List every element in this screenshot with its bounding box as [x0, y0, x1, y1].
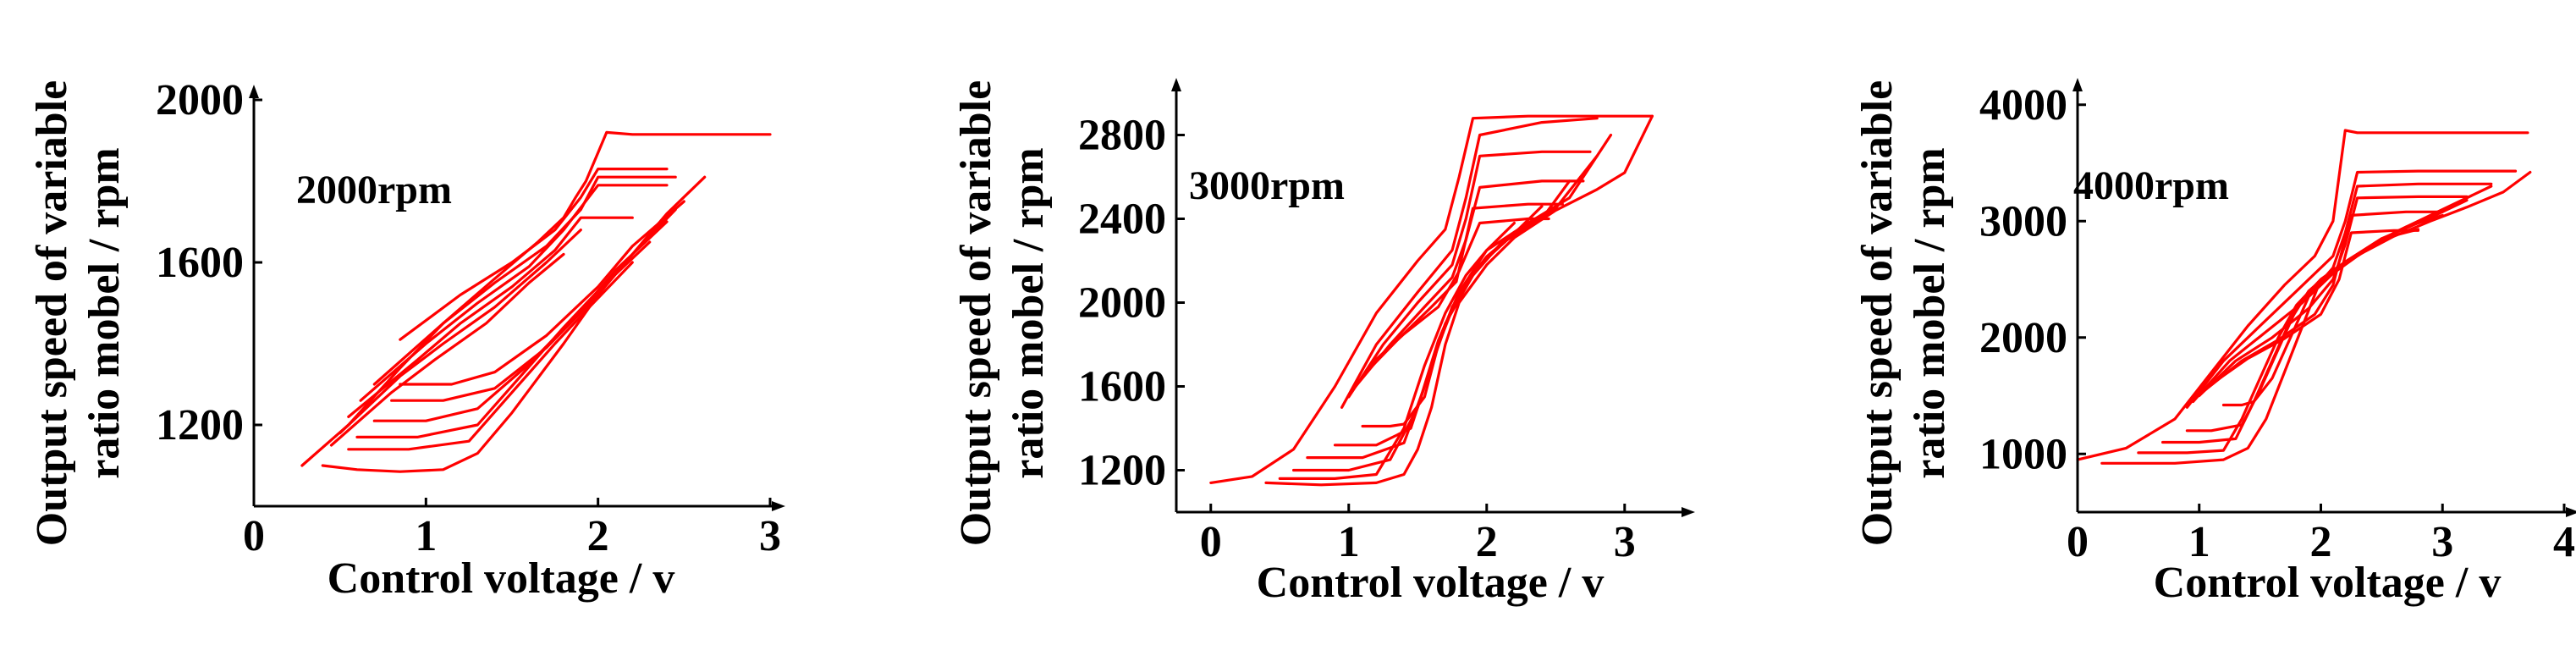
- speed-annotation: 3000rpm: [1189, 163, 1345, 208]
- y-tick-label: 2000: [156, 76, 244, 124]
- series-line-11: [355, 240, 652, 439]
- x-tick-label: 0: [2067, 518, 2089, 566]
- series-line-6: [339, 229, 582, 435]
- series-line-7: [329, 252, 565, 447]
- y-tick-label: 2000: [1078, 279, 1166, 328]
- y-axis-title-line1: Output speed of variable: [1853, 80, 1902, 546]
- y-axis-title-line2: ratio mobel / rpm: [1005, 147, 1053, 478]
- series-line-0: [2076, 129, 2529, 461]
- series-line-1: [1264, 114, 1654, 487]
- y-tick-label: 1200: [156, 401, 244, 449]
- y-tick-label: 1200: [1078, 447, 1166, 495]
- x-tick-label: 3: [759, 512, 781, 560]
- x-tick-label: 2: [2310, 518, 2332, 566]
- y-axis-title-line1: Output speed of variable: [952, 80, 1000, 546]
- series-line-4: [2198, 195, 2469, 398]
- x-axis-title: Control voltage / v: [2154, 559, 2502, 607]
- y-tick-label: 2000: [1979, 314, 2067, 362]
- series-line-12: [347, 261, 634, 451]
- x-tick-label: 0: [1200, 518, 1222, 566]
- series-line-0: [1209, 114, 1654, 485]
- series-line-7: [1361, 133, 1613, 428]
- chart-panel-4000rpm: Output speed of variable ratio mobel / r…: [1853, 78, 2576, 607]
- series-line-3: [1347, 150, 1592, 399]
- x-tick-label: 3: [2431, 518, 2453, 566]
- y-tick-label: 2800: [1078, 112, 1166, 160]
- series-line-8: [399, 200, 685, 386]
- x-tick-label: 2: [1476, 518, 1498, 566]
- chart-panel-3000rpm: Output speed of variable ratio mobel / r…: [952, 78, 1695, 607]
- y-tick-label: 1600: [1078, 363, 1166, 411]
- x-tick-label: 2: [587, 512, 609, 560]
- chart-panel-2000rpm: Output speed of variable ratio mobel / r…: [28, 76, 785, 603]
- series-line-1: [321, 175, 707, 473]
- series-line-3: [2192, 182, 2493, 403]
- series-line-4: [1354, 179, 1585, 389]
- series-line-2: [1340, 117, 1599, 409]
- series-line-2: [399, 168, 669, 341]
- series-line-5: [347, 216, 634, 418]
- series-line-10: [2137, 228, 2420, 455]
- y-axis-title-line2: ratio mobel / rpm: [1906, 147, 1954, 478]
- series-line-10: [372, 220, 669, 422]
- x-tick-label: 1: [415, 512, 437, 560]
- x-axis-arrow: [772, 501, 785, 511]
- y-axis-arrow: [1171, 78, 1181, 91]
- series-line-3: [372, 175, 677, 386]
- series-line-10: [1291, 205, 1544, 472]
- y-axis-title-line2: ratio mobel / rpm: [80, 147, 129, 478]
- x-axis-arrow: [2566, 507, 2576, 517]
- series-line-6: [2210, 229, 2420, 386]
- series-line-9: [390, 208, 677, 402]
- x-axis-arrow: [1682, 507, 1695, 517]
- y-tick-label: 1000: [1979, 430, 2067, 478]
- y-tick-label: 1600: [156, 239, 244, 287]
- x-axis-title: Control voltage / v: [1257, 559, 1604, 607]
- x-tick-label: 1: [2188, 518, 2210, 566]
- x-tick-label: 4: [2553, 518, 2575, 566]
- y-axis-arrow: [249, 85, 259, 98]
- x-tick-label: 3: [1614, 518, 1636, 566]
- series-line-4: [359, 184, 669, 402]
- y-tick-label: 2400: [1078, 196, 1166, 244]
- series-line-1: [2100, 170, 2532, 465]
- y-axis-title-line1: Output speed of variable: [28, 80, 76, 546]
- speed-annotation: 2000rpm: [296, 168, 452, 212]
- y-axis-arrow: [2072, 78, 2083, 91]
- y-tick-label: 3000: [1979, 197, 2067, 245]
- series-line-11: [1278, 221, 1516, 481]
- x-tick-label: 1: [1338, 518, 1360, 566]
- x-tick-label: 0: [243, 512, 265, 560]
- speed-annotation: 4000rpm: [2073, 163, 2229, 208]
- x-axis-title: Control voltage / v: [328, 554, 675, 603]
- series-line-2: [2185, 169, 2518, 409]
- y-tick-label: 4000: [1979, 81, 2067, 130]
